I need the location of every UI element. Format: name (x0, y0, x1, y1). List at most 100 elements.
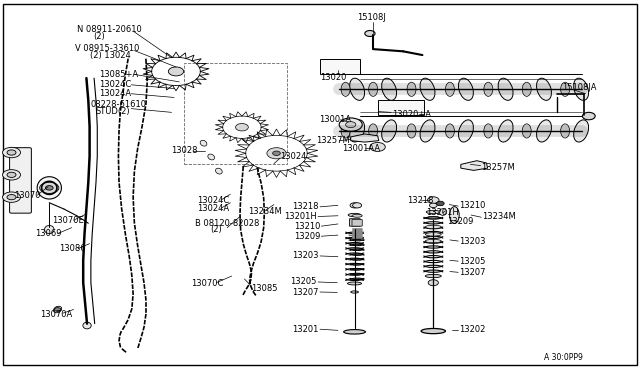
Text: 13218: 13218 (407, 196, 433, 205)
Text: 13024C: 13024C (99, 80, 131, 89)
Circle shape (346, 122, 356, 128)
Ellipse shape (428, 217, 439, 219)
FancyBboxPatch shape (352, 219, 362, 226)
Text: (2): (2) (93, 32, 104, 41)
Circle shape (353, 203, 362, 208)
Circle shape (273, 151, 280, 155)
Text: 13020: 13020 (320, 73, 346, 82)
Text: 13207: 13207 (292, 288, 319, 296)
Text: 13209: 13209 (294, 232, 320, 241)
Text: 13257M: 13257M (481, 163, 515, 172)
Ellipse shape (573, 120, 589, 142)
Text: V 08915-33610: V 08915-33610 (75, 44, 140, 53)
Text: 13085+A: 13085+A (99, 70, 138, 79)
Ellipse shape (573, 78, 589, 100)
Text: 13210: 13210 (460, 201, 486, 210)
Ellipse shape (561, 124, 570, 138)
Bar (184, 63, 287, 164)
Ellipse shape (561, 82, 570, 96)
Text: 13028: 13028 (172, 146, 198, 155)
Ellipse shape (420, 120, 435, 142)
Ellipse shape (45, 225, 54, 234)
Ellipse shape (421, 328, 445, 334)
Ellipse shape (536, 120, 552, 142)
Text: 13203: 13203 (292, 251, 319, 260)
Ellipse shape (498, 78, 513, 100)
Circle shape (168, 67, 184, 76)
Text: 13070C: 13070C (191, 279, 223, 288)
Ellipse shape (381, 120, 397, 142)
Text: 13070E: 13070E (52, 216, 84, 225)
Ellipse shape (344, 330, 365, 334)
Text: 13069: 13069 (35, 229, 61, 238)
Text: 13070A: 13070A (40, 310, 72, 319)
Text: 13024A: 13024A (99, 89, 131, 98)
Ellipse shape (341, 82, 350, 96)
Circle shape (429, 203, 437, 208)
Ellipse shape (369, 82, 378, 96)
Ellipse shape (381, 78, 397, 100)
Text: A 30:0PP9: A 30:0PP9 (544, 353, 583, 362)
Ellipse shape (200, 140, 207, 146)
Ellipse shape (445, 124, 454, 138)
Ellipse shape (83, 322, 92, 329)
Text: 13024A: 13024A (197, 204, 229, 213)
Ellipse shape (420, 78, 435, 100)
Ellipse shape (458, 78, 474, 100)
Circle shape (3, 170, 20, 180)
Ellipse shape (522, 82, 531, 96)
Text: 13201H: 13201H (426, 208, 459, 217)
Ellipse shape (216, 168, 222, 174)
Text: 13024: 13024 (280, 152, 307, 161)
Circle shape (370, 142, 385, 151)
Ellipse shape (352, 214, 362, 217)
Ellipse shape (54, 306, 61, 313)
Ellipse shape (37, 177, 61, 199)
Text: 13085: 13085 (252, 284, 278, 293)
Circle shape (54, 308, 61, 311)
Text: 13201: 13201 (292, 325, 319, 334)
Circle shape (339, 118, 362, 131)
Text: 13001AA: 13001AA (342, 144, 380, 153)
Circle shape (40, 182, 59, 193)
Text: 13024C: 13024C (197, 196, 229, 205)
Text: 13020+A: 13020+A (392, 110, 431, 119)
Ellipse shape (407, 124, 416, 138)
Circle shape (7, 195, 16, 200)
Polygon shape (461, 161, 488, 170)
Circle shape (267, 148, 286, 159)
FancyBboxPatch shape (349, 219, 360, 226)
Ellipse shape (349, 120, 365, 142)
Text: 13218: 13218 (292, 202, 319, 211)
Text: 13210: 13210 (294, 222, 320, 231)
Ellipse shape (522, 124, 531, 138)
Text: 13086: 13086 (59, 244, 86, 253)
Ellipse shape (536, 78, 552, 100)
Text: 13202: 13202 (460, 325, 486, 334)
Ellipse shape (341, 124, 350, 138)
Text: 13234M: 13234M (483, 212, 516, 221)
Ellipse shape (351, 291, 358, 293)
Circle shape (582, 112, 595, 120)
Ellipse shape (426, 240, 442, 243)
Circle shape (7, 172, 16, 177)
Ellipse shape (484, 82, 493, 96)
Circle shape (350, 203, 359, 208)
Text: 13234M: 13234M (248, 207, 282, 216)
Text: (2) 13024: (2) 13024 (90, 51, 131, 60)
Ellipse shape (445, 82, 454, 96)
Text: 13209: 13209 (447, 217, 473, 226)
Ellipse shape (369, 124, 378, 138)
Circle shape (7, 150, 16, 155)
Circle shape (428, 280, 438, 286)
Circle shape (365, 31, 375, 36)
Text: 13205: 13205 (291, 278, 317, 286)
Text: 13201H: 13201H (284, 212, 317, 221)
Text: 15108JA: 15108JA (562, 83, 596, 92)
Text: B 08120-82028: B 08120-82028 (195, 219, 260, 228)
Ellipse shape (349, 78, 365, 100)
Ellipse shape (426, 211, 440, 214)
Text: 13257M: 13257M (316, 136, 350, 145)
Circle shape (236, 124, 248, 131)
Ellipse shape (439, 209, 447, 215)
